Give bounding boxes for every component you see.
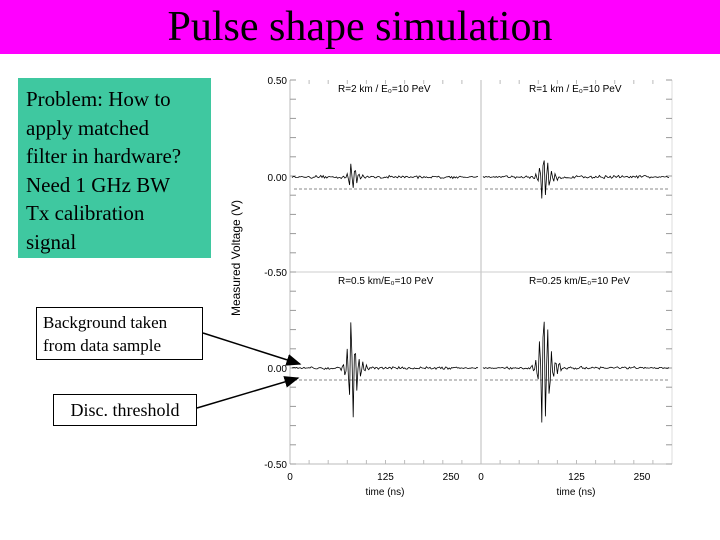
problem-line: Problem: How to [26, 87, 171, 111]
disc-threshold-callout: Disc. threshold [53, 394, 197, 426]
problem-note: Problem: How to apply matched filter in … [18, 78, 211, 258]
pulse-trace [482, 160, 670, 199]
y-tick-label: 0.00 [268, 364, 288, 375]
y-tick-label: -0.50 [264, 268, 287, 279]
problem-line: Need 1 GHz BW [26, 172, 171, 197]
x-axis-label: time (ns) [366, 487, 405, 498]
background-line: from data sample [43, 336, 162, 355]
problem-line: apply matched [26, 115, 150, 140]
plot-grid [289, 79, 673, 465]
slide-title: Pulse shape simulation [167, 4, 553, 50]
x-tick-label: 125 [377, 472, 394, 483]
y-tick-label: -0.50 [264, 460, 287, 471]
pulse-trace [291, 322, 479, 418]
x-tick-label: 0 [287, 472, 293, 483]
threshold-arrow [196, 376, 300, 409]
pulse-trace [291, 163, 479, 188]
pulse-trace [482, 321, 670, 423]
panel-label: R=0.5 km/E₀=10 PeV [338, 276, 434, 287]
problem-line: filter in hardware? [26, 144, 182, 168]
y-tick-label: 0.00 [268, 173, 288, 184]
background-line: Background taken [43, 313, 168, 332]
x-axis-label: time (ns) [557, 487, 596, 498]
x-tick-label: 0 [478, 472, 484, 483]
panel-label: R=2 km / E₀=10 PeV [338, 84, 431, 95]
background-arrow [202, 332, 302, 366]
x-tick-label: 125 [568, 472, 585, 483]
problem-line: signal [26, 229, 77, 254]
problem-line: Tx calibration [26, 201, 145, 225]
y-tick-label: 0.50 [268, 76, 288, 87]
panel-label: R=1 km / E₀=10 PeV [529, 84, 622, 95]
y-axis-label: Measured Voltage (V) [229, 200, 243, 316]
background-callout: Background taken from data sample [36, 307, 203, 360]
title-bar [0, 0, 720, 54]
x-tick-label: 250 [634, 472, 651, 483]
plot-labels: 0.500.00-0.500.00-0.500 125 250 0 125 250Meas… [229, 76, 651, 498]
plot-traces [291, 160, 670, 423]
x-tick-label: 250 [443, 472, 460, 483]
panel-label: R=0.25 km/E₀=10 PeV [529, 276, 630, 287]
